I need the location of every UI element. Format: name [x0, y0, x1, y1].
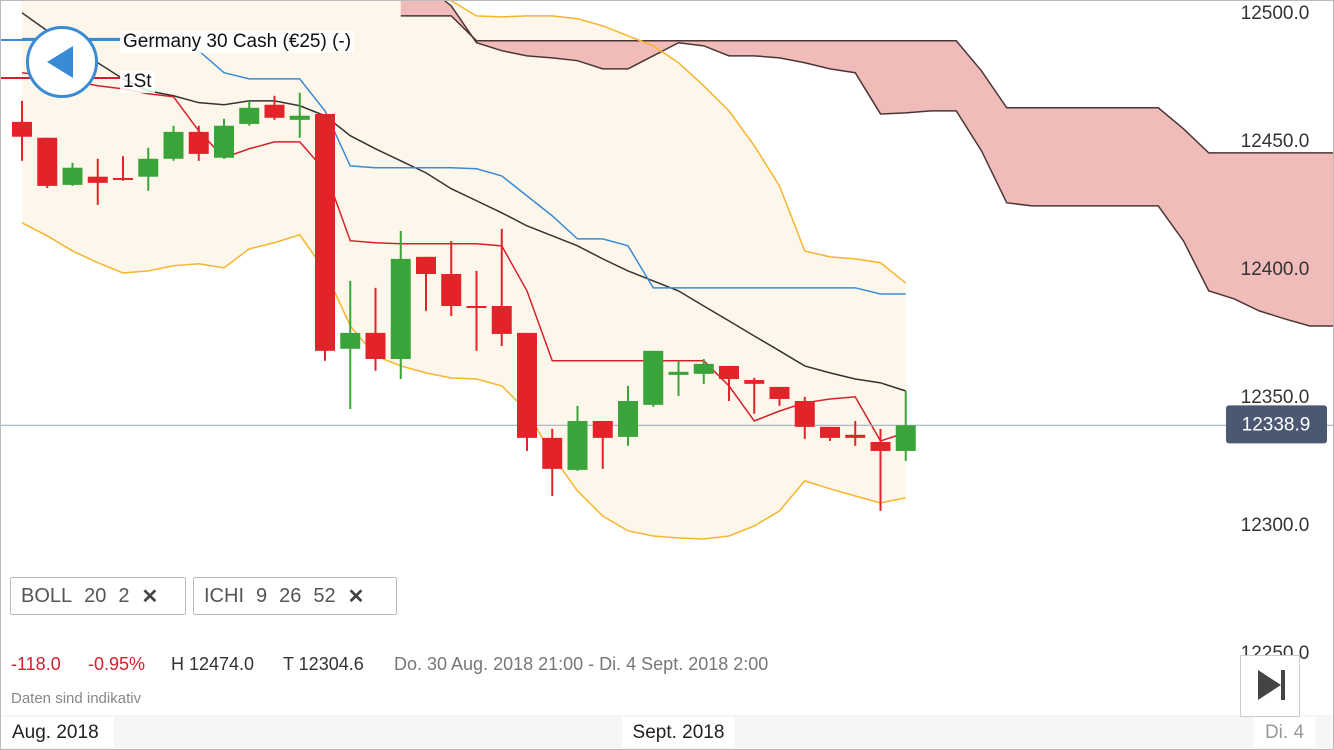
candle-body	[466, 306, 487, 309]
candle-body	[62, 167, 83, 185]
date-label-bg	[0, 717, 114, 748]
y-tick-label: 12400.0	[1241, 259, 1310, 280]
candle-body	[618, 401, 638, 437]
y-tick-label: 12450.0	[1241, 131, 1310, 152]
indicator-line	[21, 71, 906, 442]
indicator-chip[interactable]: BOLL 20 2 ✕	[10, 577, 186, 615]
cloud-line	[442, 0, 1334, 327]
candle-body	[643, 350, 664, 405]
price-label: 12338.9	[1242, 414, 1311, 435]
y-tick-label: 12350.0	[1241, 387, 1310, 408]
disclaimer: Daten sind indikativ	[11, 690, 142, 707]
band-line	[21, 12, 906, 392]
candle-body	[870, 441, 891, 451]
candle-body	[895, 425, 916, 451]
candle-body	[87, 176, 108, 183]
y-tick-label: 12500.0	[1241, 3, 1310, 24]
indicator-name: BOLL	[21, 584, 73, 607]
indicator-param: 20	[84, 584, 107, 607]
close-button[interactable]: ✕	[347, 585, 365, 608]
band-line	[21, 222, 906, 540]
candle-body	[592, 420, 613, 438]
candle-body	[340, 332, 361, 349]
candle-body	[289, 115, 310, 120]
change-pct: -0.95%	[88, 654, 146, 674]
low: T 12304.6	[283, 654, 364, 674]
high: H 12474.0	[171, 654, 255, 674]
candle-body	[542, 437, 563, 469]
indicator-param: 26	[279, 584, 302, 607]
close-button[interactable]: ✕	[141, 585, 159, 608]
candle-body	[794, 401, 815, 427]
candle-body	[138, 158, 159, 177]
candle-body	[12, 121, 32, 137]
legend-title: Germany 30 Cash (€25) (-)	[120, 31, 355, 53]
legend-period: 1St	[120, 71, 155, 93]
indicator-name: ICHI	[204, 584, 244, 607]
indicator-param: 9	[256, 584, 268, 607]
candle-body	[214, 125, 234, 158]
band-fill	[22, 0, 906, 540]
candle-body	[188, 131, 209, 154]
candle-body	[668, 371, 689, 375]
back-icon	[47, 46, 73, 78]
candle-body	[37, 137, 58, 186]
cloud-fill	[400, 0, 1334, 326]
candle-body	[820, 426, 840, 438]
date-label-bg	[622, 717, 735, 748]
candle-body	[390, 258, 411, 360]
band-line	[449, 0, 907, 284]
indicator-chip[interactable]: ICHI 9 26 52 ✕	[193, 577, 397, 615]
candle-body	[845, 434, 866, 438]
cloud-line	[400, 15, 1334, 154]
candle-body	[744, 380, 765, 384]
date-label-bg	[1253, 717, 1316, 748]
candle-body	[365, 332, 386, 360]
indicator-param: 2	[118, 584, 130, 607]
candle-body	[264, 104, 285, 118]
candle-body	[163, 131, 184, 159]
indicator-param: 52	[313, 584, 336, 607]
skip-icon	[1258, 670, 1285, 700]
change: -118.0	[11, 654, 61, 674]
plot-area	[0, 0, 1334, 540]
x-tick-label: Sept. 2018	[633, 722, 725, 743]
date-range: Do. 30 Aug. 2018 21:00 - Di. 4 Sept. 201…	[394, 654, 769, 674]
candle-body	[315, 113, 335, 351]
candle-body	[113, 177, 133, 180]
candle-body	[441, 273, 462, 307]
candle-body	[769, 386, 790, 399]
price-label-box	[1226, 405, 1327, 444]
candle-body	[719, 365, 739, 379]
candle-body	[693, 363, 714, 374]
x-tick-label: Aug. 2018	[12, 722, 99, 743]
candle-body	[491, 306, 512, 334]
back-button[interactable]	[26, 26, 98, 98]
candle-body	[239, 107, 260, 124]
y-tick-label: 12300.0	[1241, 515, 1310, 536]
candle-body	[567, 420, 588, 470]
candle-body	[517, 332, 537, 438]
skip-end-button[interactable]	[1240, 655, 1300, 717]
candle-body	[416, 256, 436, 274]
axis: 12250.012300.012350.012400.012450.012500…	[0, 3, 1334, 750]
x-tick-label: Di. 4	[1265, 722, 1305, 743]
